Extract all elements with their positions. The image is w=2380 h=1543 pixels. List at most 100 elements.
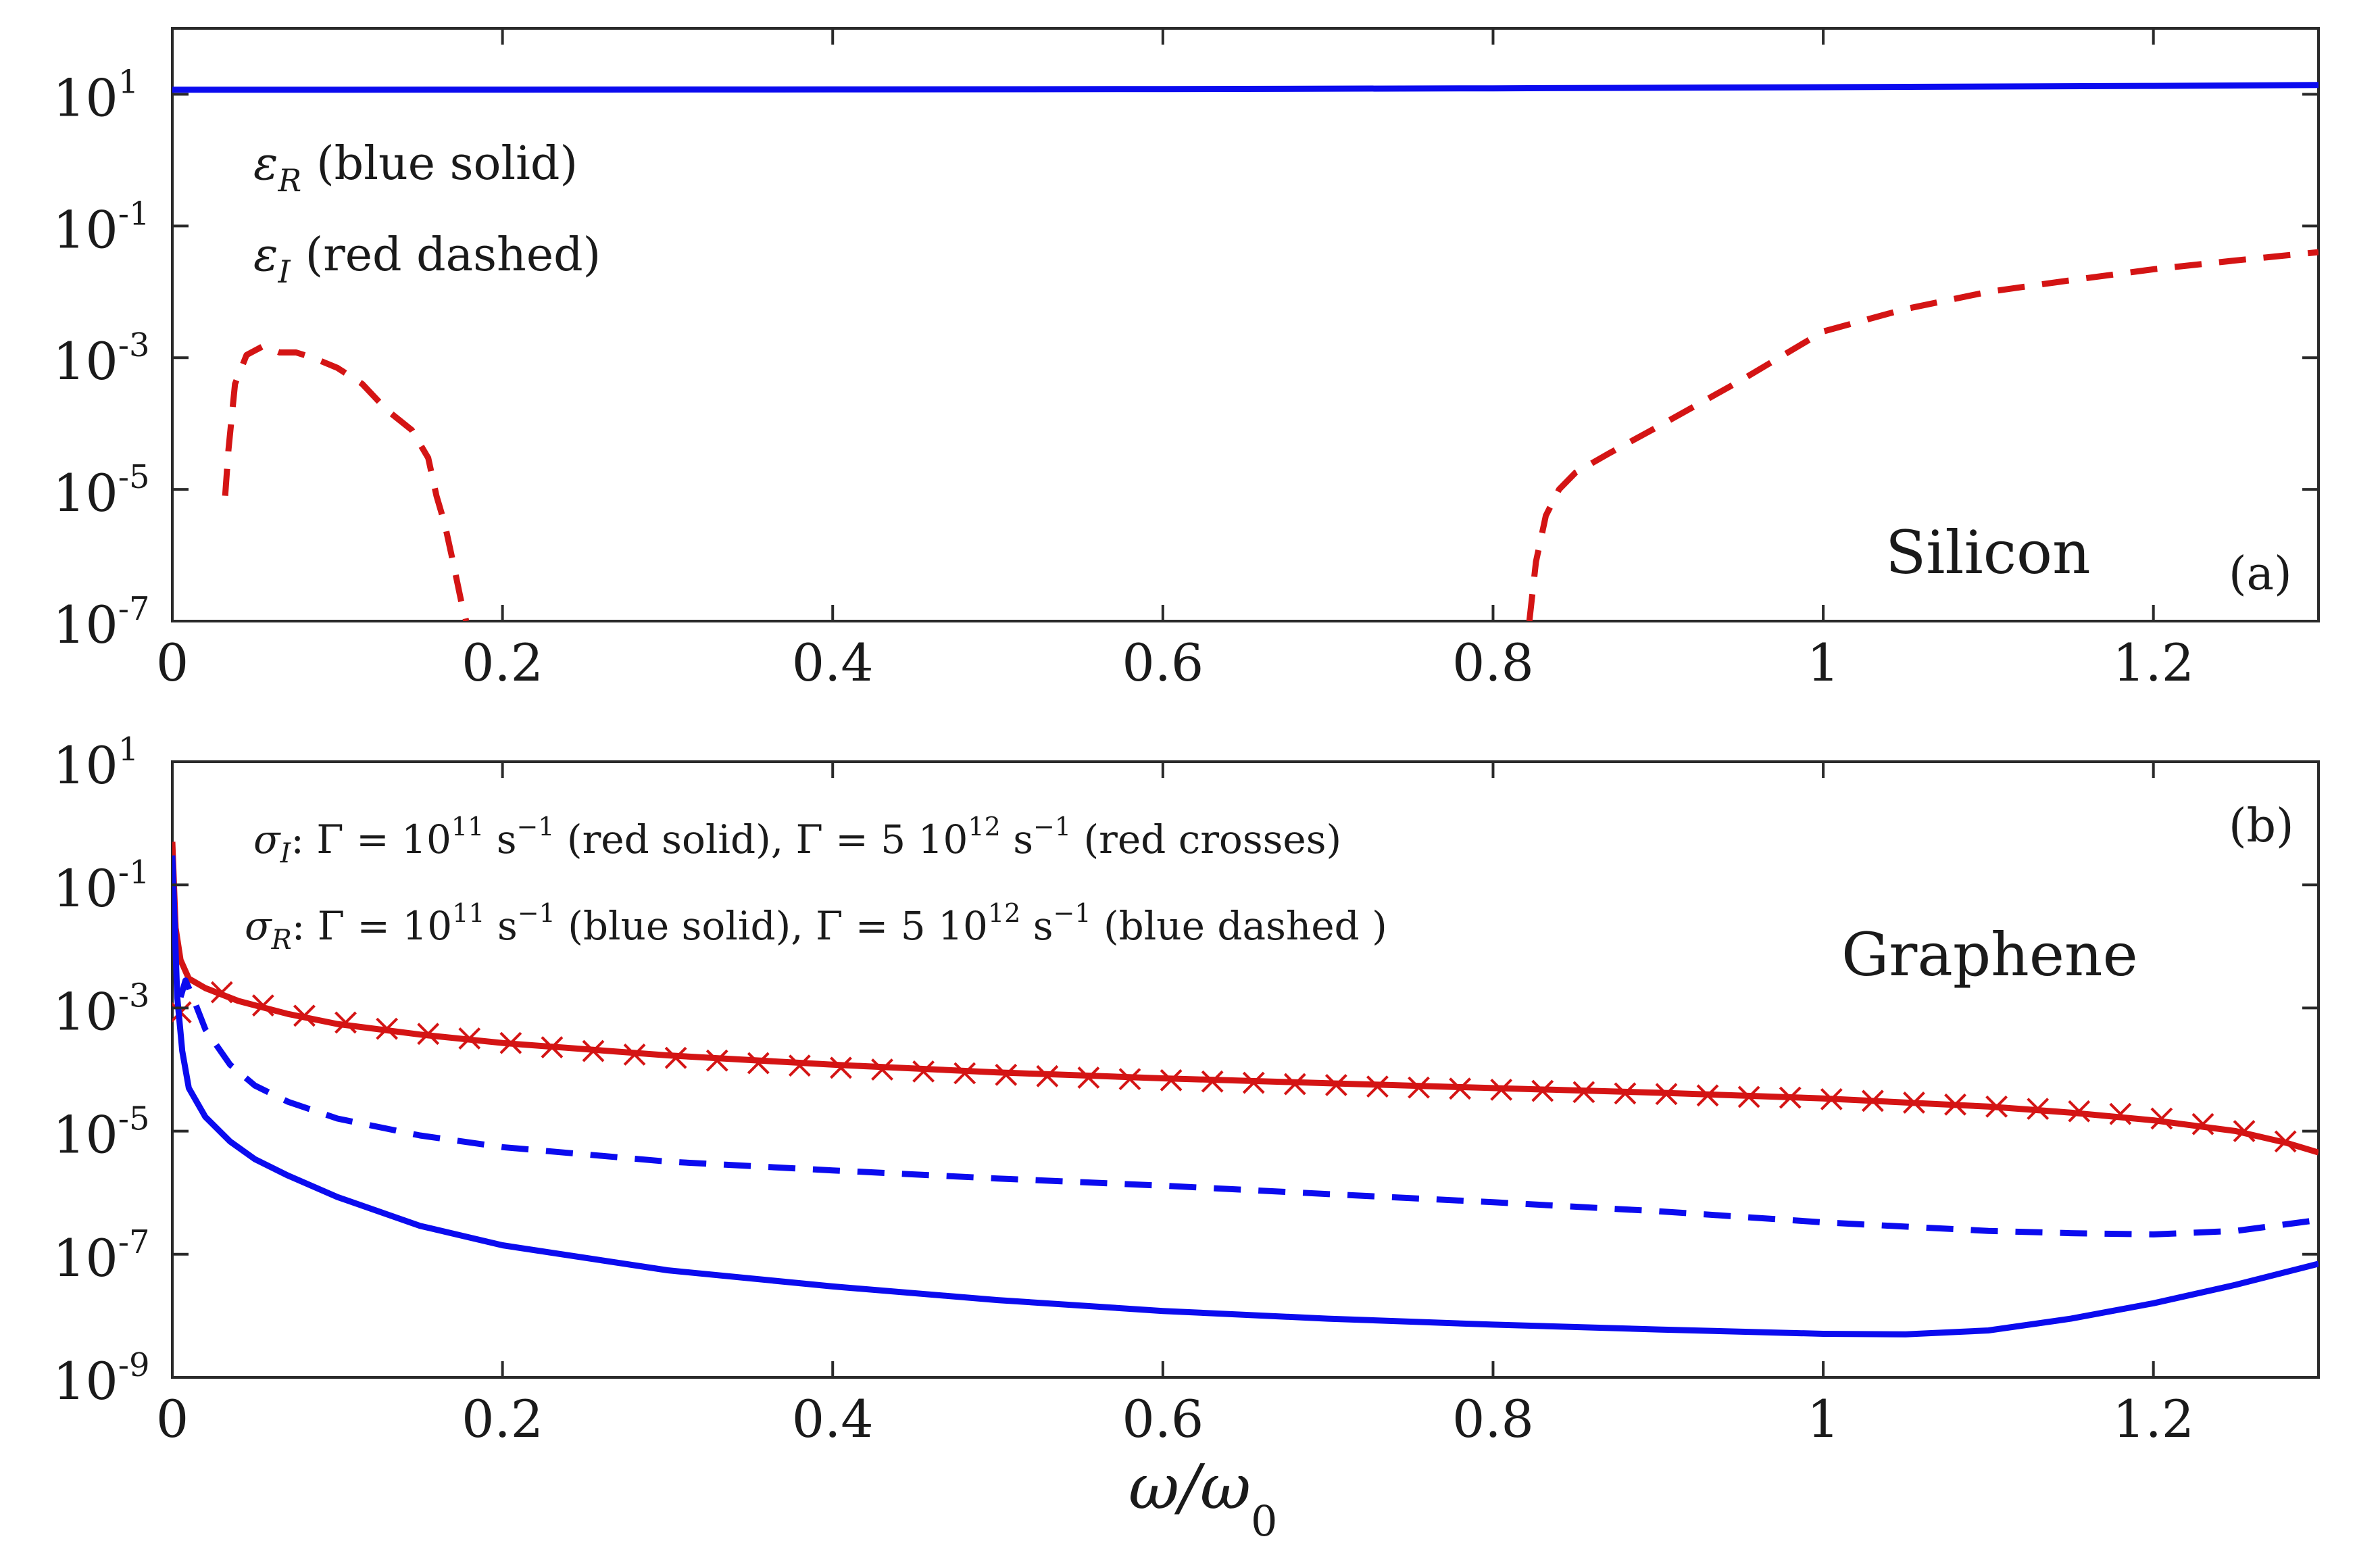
panel-b-ytick-exp-1: -1 — [118, 854, 150, 891]
panel-b-ytick-label-2: 10-3 — [53, 977, 149, 1042]
panel-b-ytick-label-0: 101 — [53, 731, 139, 795]
panel-b-series-1-cross-24 — [1160, 1069, 1183, 1092]
panel-b-series — [172, 841, 2319, 1338]
legend-sigma-i-sub: I — [280, 838, 292, 869]
panel-b-ytick-base-1: 10 — [53, 858, 118, 919]
panel-b-series-1-cross-11 — [623, 1043, 646, 1066]
panel-b-graphene: 0 0.2 0.4 0.6 0.8 1 1.210110-110-310-510-710-9… — [53, 731, 2320, 1449]
legend-sigma-r-p6: s — [1020, 903, 1053, 949]
panel-b-xtick-label-0: 0 — [156, 1389, 189, 1449]
panel-b-series-1-cross-41 — [1861, 1089, 1884, 1112]
legend-sigma-i-symbol: σ — [253, 816, 281, 862]
legend-sigma-i-p3: −1 — [516, 812, 554, 841]
panel-a-ytick-label-3: 10-5 — [53, 458, 149, 523]
panel-b-series-1-cross-1 — [210, 981, 233, 1004]
panel-b-series-3-line — [172, 855, 2319, 1338]
panel-b-series-1-cross-26 — [1242, 1071, 1265, 1094]
panel-b-ytick-exp-5: -9 — [118, 1346, 150, 1384]
panel-b-series-1-cross-16 — [830, 1056, 852, 1079]
panel-b-series-1-cross-34 — [1572, 1081, 1595, 1104]
panel-a-ytick-base-3: 10 — [53, 463, 118, 523]
legend-sigma-r-p1: 11 — [452, 898, 485, 928]
panel-b-series-1-cross-30 — [1408, 1076, 1430, 1099]
legend-sigma-i-p7: −1 — [1033, 812, 1071, 841]
panel-a-ytick-label-4: 10-7 — [53, 590, 149, 655]
panel-b-legend: σI: Γ = 1011 s−1 (red solid), Γ = 5 1012… — [245, 812, 1387, 956]
panel-b-series-1-cross-20 — [995, 1063, 1018, 1086]
x-axis-label-main: ω/ω — [1129, 1451, 1251, 1523]
panel-a-ytick-base-1: 10 — [53, 199, 118, 260]
panel-b-xtick-label-3: 0.6 — [1122, 1389, 1204, 1449]
panel-a-series-1-line — [222, 343, 470, 621]
panel-b-series-1-cross-31 — [1449, 1077, 1472, 1100]
panel-b-series-1-cross-47 — [2109, 1102, 2132, 1125]
panel-a-ytick-label-0: 101 — [53, 63, 139, 128]
panel-b-plot-frame — [171, 760, 2320, 1379]
legend-sigma-r-p5: 12 — [988, 898, 1020, 928]
panel-b-series-1-cross-40 — [1820, 1087, 1843, 1110]
legend-sigma-r-p8: (blue dashed ) — [1091, 903, 1387, 949]
legend-eps-r: εR (blue solid) — [253, 137, 578, 199]
legend-sigma-i-p6: s — [1001, 816, 1033, 862]
legend-eps-i-sub: I — [278, 253, 291, 290]
material-label-graphene: Graphene — [1841, 920, 2138, 989]
panel-b-series-1-markers — [172, 981, 2297, 1153]
legend-eps-r-text: (blue solid) — [316, 137, 578, 191]
panel-b-series-1-cross-36 — [1655, 1083, 1678, 1106]
panel-b-ytick-base-4: 10 — [53, 1228, 118, 1288]
panel-b-series-1-cross-49 — [2191, 1112, 2214, 1135]
panel-b-series-1-cross-29 — [1366, 1075, 1389, 1098]
panel-b-series-2-line — [177, 977, 2319, 1238]
panel-b-series-1-cross-17 — [871, 1058, 893, 1081]
panel-a-xtick-label-1: 0.2 — [462, 633, 543, 693]
panel-b-series-1-cross-8 — [499, 1031, 522, 1054]
panel-b-ytick-base-0: 10 — [53, 735, 118, 795]
x-axis-label: ω/ω0 — [1129, 1451, 1278, 1543]
panel-a-series-0-line — [172, 82, 2319, 93]
panel-b-series-1-cross-2 — [251, 994, 274, 1017]
panel-b-series-0-line — [172, 841, 2319, 1156]
legend-sigma-r-p3: −1 — [518, 898, 555, 928]
legend-sigma-i-p1: 11 — [451, 812, 484, 841]
legend-sigma-r-sub: R — [271, 925, 292, 956]
panel-b-series-1-cross-21 — [1036, 1064, 1059, 1087]
panel-a-ytick-label-1: 10-1 — [53, 195, 149, 260]
panel-b-ytick-base-3: 10 — [53, 1105, 118, 1165]
panel-b-series-1-cross-32 — [1490, 1078, 1513, 1101]
panel-b-series-1-cross-10 — [582, 1039, 605, 1062]
panel-b-series-1-cross-9 — [541, 1036, 564, 1058]
panel-a-xtick-label-3: 0.6 — [1122, 633, 1204, 693]
panel-a-ytick-exp-3: -5 — [118, 458, 150, 496]
panel-b-series-1-cross-28 — [1324, 1074, 1347, 1096]
legend-eps-r-symbol: ε — [253, 137, 278, 191]
panel-a-ytick-base-4: 10 — [53, 595, 118, 655]
panel-b-ytick-label-3: 10-5 — [53, 1100, 149, 1165]
panel-b-series-1-cross-7 — [458, 1027, 481, 1050]
panel-b-series-1-cross-37 — [1696, 1084, 1719, 1107]
panel-b-ytick-exp-3: -5 — [118, 1100, 150, 1138]
material-label-silicon: Silicon — [1885, 518, 2091, 587]
panel-a-ytick-exp-1: -1 — [118, 195, 150, 232]
panel-a-xtick-label-6: 1.2 — [2112, 633, 2194, 693]
panel-a-ytick-exp-4: -7 — [118, 590, 150, 628]
panel-b-ytick-exp-4: -7 — [118, 1223, 150, 1261]
x-axis-label-sub: 0 — [1251, 1496, 1277, 1543]
panel-a-ytick-exp-2: -3 — [118, 326, 150, 364]
panel-b-ytick-label-1: 10-1 — [53, 854, 149, 919]
legend-sigma-r: σR: Γ = 1011 s−1 (blue solid), Γ = 5 101… — [245, 898, 1387, 956]
panel-b-series-1-cross-35 — [1614, 1082, 1637, 1105]
panel-b-ytick-base-2: 10 — [53, 981, 118, 1042]
panel-b-xtick-label-4: 0.8 — [1452, 1389, 1534, 1449]
panel-b-series-1-cross-14 — [747, 1052, 770, 1075]
panel-a-ytick-base-0: 10 — [53, 68, 118, 128]
panel-tag-a: (a) — [2229, 547, 2292, 601]
panel-b-xtick-label-6: 1.2 — [2112, 1389, 2194, 1449]
legend-eps-i: εI (red dashed) — [253, 228, 601, 290]
panel-b-series-1-cross-39 — [1779, 1086, 1802, 1109]
panel-b-series-1-cross-5 — [376, 1017, 399, 1040]
panel-b-series-1-cross-46 — [2068, 1100, 2091, 1123]
